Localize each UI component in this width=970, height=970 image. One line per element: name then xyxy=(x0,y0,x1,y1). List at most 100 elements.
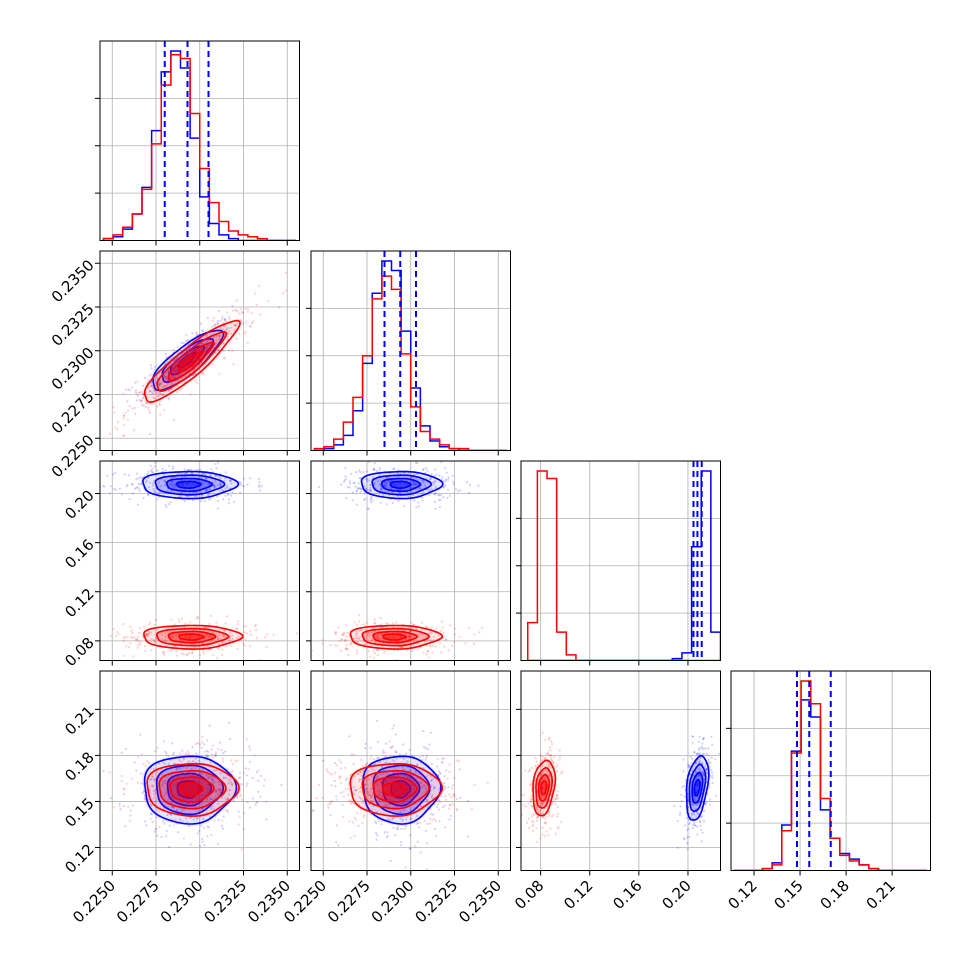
scatter-point xyxy=(221,642,224,645)
scatter-point xyxy=(421,499,424,502)
scatter-point xyxy=(192,759,195,762)
scatter-point xyxy=(178,774,181,777)
scatter-point xyxy=(415,806,418,810)
scatter-point xyxy=(131,407,134,410)
scatter-point xyxy=(172,351,175,354)
scatter-point xyxy=(215,335,218,338)
scatter-point xyxy=(130,777,133,780)
scatter-point xyxy=(200,481,203,484)
scatter-point xyxy=(153,390,156,393)
scatter-point xyxy=(159,393,162,396)
scatter-point xyxy=(159,413,162,416)
scatter-point xyxy=(702,748,705,751)
scatter-point xyxy=(374,481,377,484)
scatter-point xyxy=(233,328,236,332)
scatter-point xyxy=(169,357,172,360)
scatter-point xyxy=(373,621,376,625)
scatter-point xyxy=(145,479,148,482)
scatter-point xyxy=(254,625,257,628)
scatter-point xyxy=(212,484,215,487)
scatter-point xyxy=(368,479,371,482)
scatter-point xyxy=(147,379,150,382)
scatter-point xyxy=(206,339,209,342)
scatter-point xyxy=(217,499,220,503)
scatter-point xyxy=(432,813,435,816)
scatter-point xyxy=(182,366,185,369)
scatter-point xyxy=(156,492,159,495)
scatter-point xyxy=(243,631,246,634)
scatter-point xyxy=(209,640,212,643)
scatter-point xyxy=(183,790,186,794)
scatter-point xyxy=(150,813,153,816)
scatter-point xyxy=(175,371,179,375)
scatter-point xyxy=(453,633,456,636)
scatter-point xyxy=(214,780,217,784)
scatter-point xyxy=(200,361,204,364)
scatter-point xyxy=(414,770,417,773)
scatter-point xyxy=(223,329,226,332)
scatter-point xyxy=(422,808,425,811)
pair-area xyxy=(102,721,300,851)
scatter-point xyxy=(691,767,695,770)
scatter-point xyxy=(401,818,404,821)
histogram-panel-3 xyxy=(516,460,721,666)
scatter-point xyxy=(152,484,155,487)
scatter-point xyxy=(389,636,392,639)
scatter-point xyxy=(242,625,246,628)
scatter-point xyxy=(160,835,163,839)
scatter-point xyxy=(438,808,441,811)
scatter-point xyxy=(144,644,147,648)
scatter-point xyxy=(205,490,208,493)
scatter-point xyxy=(113,487,116,491)
scatter-point xyxy=(178,758,181,761)
scatter-point xyxy=(408,847,411,850)
scatter-point xyxy=(195,626,198,629)
scatter-point xyxy=(407,773,410,776)
scatter-point xyxy=(364,742,367,745)
scatter-point xyxy=(528,826,531,830)
scatter-point xyxy=(449,624,452,627)
scatter-point xyxy=(170,635,173,638)
scatter-point xyxy=(539,837,542,840)
scatter-point xyxy=(522,793,526,796)
scatter-point xyxy=(360,629,363,632)
scatter-point xyxy=(688,835,691,839)
scatter-point xyxy=(176,384,179,388)
scatter-point xyxy=(224,477,227,480)
scatter-point xyxy=(214,480,217,483)
scatter-point xyxy=(551,762,555,765)
scatter-point xyxy=(432,777,435,780)
scatter-point xyxy=(437,494,440,497)
scatter-point xyxy=(177,795,180,798)
scatter-point xyxy=(689,765,692,768)
scatter-point xyxy=(556,763,559,767)
scatter-point xyxy=(419,771,422,775)
scatter-point xyxy=(224,471,227,474)
scatter-point xyxy=(352,821,355,824)
scatter-point xyxy=(388,761,391,764)
scatter-point xyxy=(124,825,127,828)
scatter-point xyxy=(431,818,434,822)
scatter-point xyxy=(359,790,362,793)
scatter-point xyxy=(255,771,258,774)
scatter-point xyxy=(172,369,175,372)
pair-panel-3-4: 0.08 0.12 0.16 0.20 xyxy=(511,670,721,913)
scatter-point xyxy=(445,471,448,474)
scatter-point xyxy=(206,798,209,801)
scatter-point xyxy=(698,821,702,824)
scatter-point xyxy=(388,784,391,787)
pair-area xyxy=(108,271,288,438)
scatter-point xyxy=(396,634,400,637)
scatter-point xyxy=(399,485,402,488)
scatter-point xyxy=(406,760,409,763)
scatter-point xyxy=(171,805,174,809)
scatter-point xyxy=(379,488,382,492)
scatter-point xyxy=(697,762,700,765)
scatter-point xyxy=(284,271,288,274)
scatter-point xyxy=(459,796,462,799)
scatter-point xyxy=(375,470,379,473)
scatter-point xyxy=(555,797,558,800)
scatter-point xyxy=(409,818,412,821)
scatter-point xyxy=(190,780,193,783)
scatter-point xyxy=(259,313,262,316)
